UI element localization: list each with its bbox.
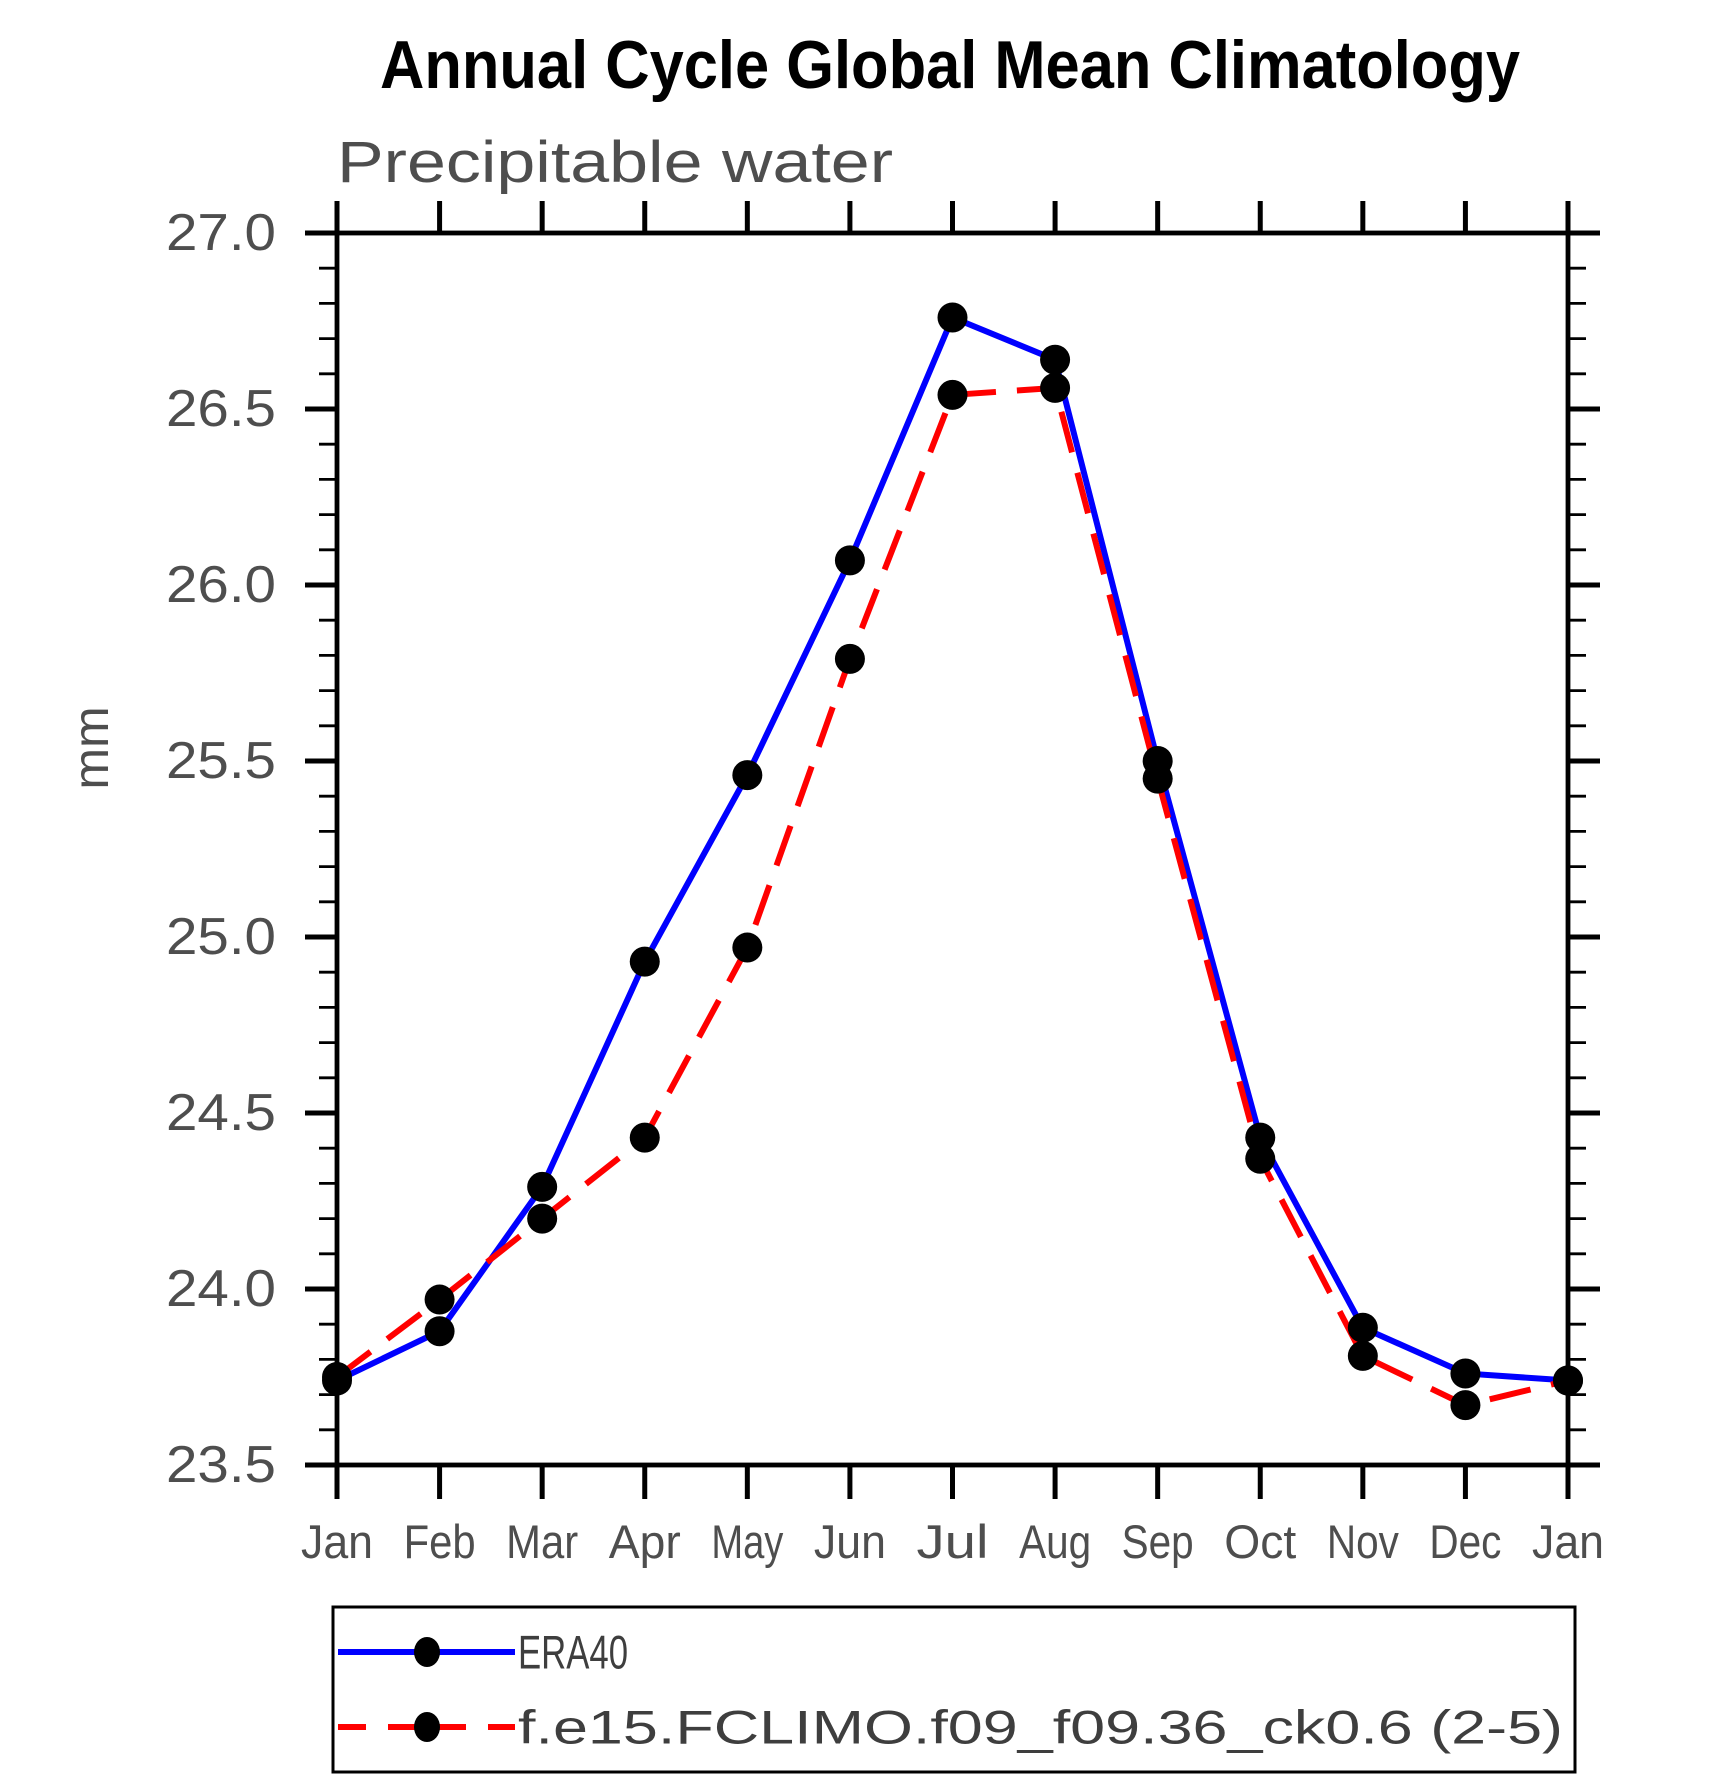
data-point-marker xyxy=(322,1362,352,1392)
y-tick-label: 26.5 xyxy=(166,380,276,438)
y-tick-label: 24.0 xyxy=(166,1260,276,1318)
data-point-marker xyxy=(1347,1340,1378,1371)
data-point-marker xyxy=(834,545,865,576)
y-tick-label: 25.5 xyxy=(166,732,276,790)
series-line-2 xyxy=(335,384,1569,1409)
data-point-marker xyxy=(424,1316,455,1347)
x-tick-label: Sep xyxy=(1122,1515,1194,1568)
series-line-1 xyxy=(335,313,1569,1384)
data-point-marker xyxy=(527,1171,558,1202)
data-point-marker xyxy=(1450,1390,1481,1421)
y-tick-label: 25.0 xyxy=(166,908,276,966)
legend-marker-1 xyxy=(414,1637,440,1667)
data-point-marker xyxy=(1245,1122,1276,1153)
data-point-marker xyxy=(732,760,763,791)
data-point-marker xyxy=(1040,344,1071,375)
data-point-marker xyxy=(629,1122,660,1153)
legend-box xyxy=(331,1605,1577,1774)
x-tick-label: Feb xyxy=(404,1515,476,1568)
x-tick-label: Jun xyxy=(814,1515,886,1568)
x-tick-label: Dec xyxy=(1429,1515,1501,1568)
y-tick-label: 26.0 xyxy=(166,556,276,614)
data-point-marker xyxy=(424,1284,455,1315)
data-point-marker xyxy=(1553,1365,1583,1396)
data-point-marker xyxy=(629,946,660,977)
data-point-marker xyxy=(1245,1143,1276,1174)
legend-label-model: f.e15.FCLIMO.f09_f09.36_ck0.6 (2-5) xyxy=(518,1701,1563,1754)
plot-frame xyxy=(334,230,1571,1468)
data-point-marker xyxy=(1347,1312,1378,1343)
y-axis-label: mm xyxy=(63,706,119,789)
x-tick-label: Mar xyxy=(506,1515,578,1568)
chart-subtitle: Precipitable water xyxy=(337,130,893,195)
x-tick-label: Aug xyxy=(1019,1515,1091,1568)
data-point-marker xyxy=(937,379,968,410)
y-tick-label: 23.5 xyxy=(166,1436,276,1494)
x-tick-label: Nov xyxy=(1327,1515,1399,1568)
x-tick-label: Apr xyxy=(609,1515,681,1568)
data-point-marker xyxy=(527,1203,558,1234)
x-tick-label: Jul xyxy=(917,1515,989,1568)
data-point-marker xyxy=(732,932,763,963)
chart-title: Annual Cycle Global Mean Climatology xyxy=(380,27,1520,103)
legend-marker-2 xyxy=(414,1712,440,1742)
data-point-marker xyxy=(937,302,968,333)
data-point-marker xyxy=(1142,763,1173,794)
x-tick-label: Jan xyxy=(301,1515,373,1568)
data-point-marker xyxy=(1450,1358,1481,1389)
y-tick-label: 27.0 xyxy=(166,204,276,262)
legend: ERA40 f.e15.FCLIMO.f09_f09.36_ck0.6 (2-5… xyxy=(331,1605,1577,1774)
legend-label-era40: ERA40 xyxy=(518,1626,628,1679)
x-tick-label: Oct xyxy=(1224,1515,1296,1568)
y-tick-label: 24.5 xyxy=(166,1084,276,1142)
data-point-marker xyxy=(834,643,865,674)
x-tick-label: May xyxy=(711,1515,783,1568)
x-tick-label: Jan xyxy=(1532,1515,1604,1568)
plot-area: Jan Feb Mar Apr May Jun Jul Aug Sep Oct Nov Dec Jan 2… xyxy=(166,201,1604,1568)
data-point-marker xyxy=(1040,372,1071,403)
